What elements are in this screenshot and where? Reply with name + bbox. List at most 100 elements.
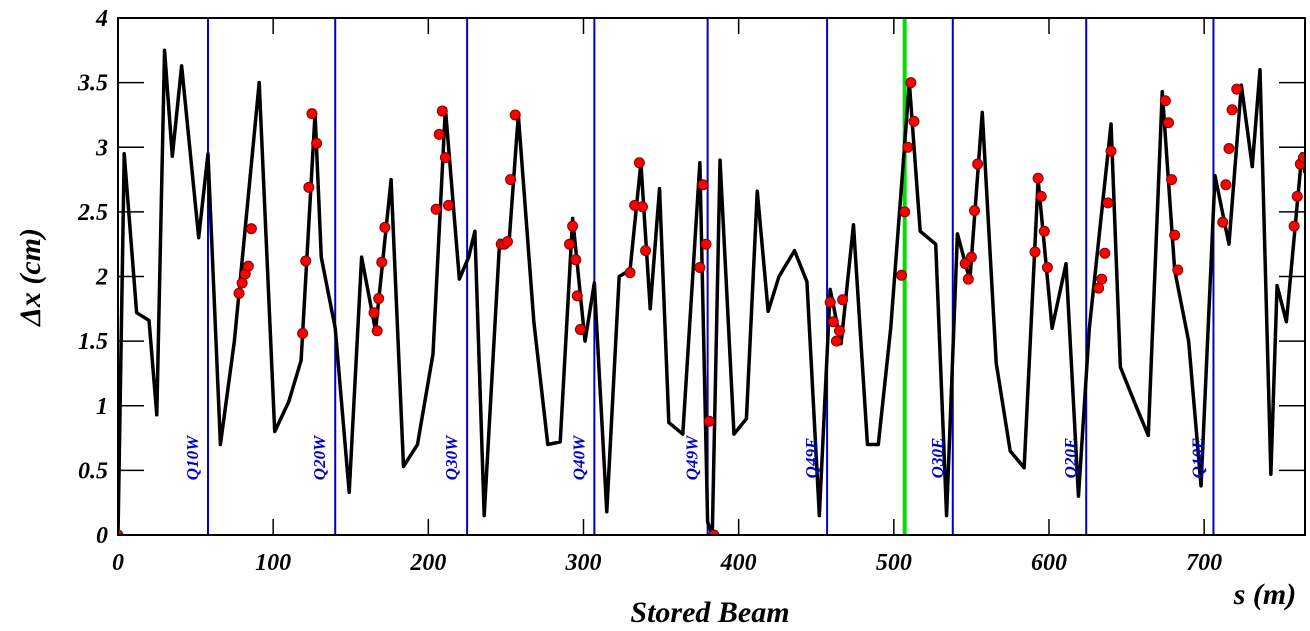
data-point xyxy=(509,109,521,121)
marker-label: Q49E xyxy=(802,438,821,479)
x-tick-label: 200 xyxy=(409,550,446,576)
data-point xyxy=(1093,282,1105,294)
data-point xyxy=(442,199,454,211)
data-point xyxy=(574,323,586,335)
data-point xyxy=(633,157,645,169)
data-point xyxy=(1102,197,1114,209)
x-tick-label: 0 xyxy=(112,550,124,576)
axes: Q10W Q20W Q30W Q40W Q49W Q49E Q30E Q20E Q10E 0 0.5… xyxy=(77,6,1306,576)
data-point xyxy=(439,152,451,164)
data-point xyxy=(1288,220,1300,232)
data-point xyxy=(1169,229,1181,241)
data-point xyxy=(233,287,245,299)
data-point xyxy=(505,174,517,186)
y-tick-label: 3 xyxy=(95,135,108,161)
data-point xyxy=(368,307,380,319)
data-point xyxy=(1038,225,1050,237)
data-point xyxy=(379,221,391,233)
x-tick-label: 500 xyxy=(876,550,912,576)
data-point xyxy=(436,105,448,117)
marker-label: Q40W xyxy=(569,434,588,480)
data-line xyxy=(118,48,1305,535)
data-point xyxy=(564,238,576,250)
data-point xyxy=(896,269,908,281)
data-point xyxy=(297,327,309,339)
data-point xyxy=(1291,190,1303,202)
data-point xyxy=(430,203,442,215)
data-point xyxy=(899,206,911,218)
y-tick-label: 1.5 xyxy=(78,329,108,355)
data-point xyxy=(1041,261,1053,273)
data-point xyxy=(373,292,385,304)
data-point xyxy=(837,294,849,306)
data-point xyxy=(1223,143,1235,155)
data-point xyxy=(1105,145,1117,157)
data-point xyxy=(1166,174,1178,186)
data-point xyxy=(1162,117,1174,129)
data-point xyxy=(703,415,715,427)
x-tick-label: 600 xyxy=(1031,550,1067,576)
data-point xyxy=(824,296,836,308)
data-point xyxy=(1096,273,1108,285)
data-point xyxy=(834,325,846,337)
x-tick-label: 400 xyxy=(720,550,757,576)
marker-label: Q30E xyxy=(928,438,947,479)
data-point xyxy=(694,261,706,273)
plot-frame xyxy=(117,17,1306,536)
data-point xyxy=(624,267,636,279)
data-point xyxy=(570,254,582,266)
data-point xyxy=(1159,95,1171,107)
y-tick-label: 4 xyxy=(95,6,108,32)
data-point xyxy=(1172,264,1184,276)
marker-label: Q30W xyxy=(442,434,461,480)
y-axis-label: Δx (cm) xyxy=(14,228,47,327)
data-point xyxy=(830,335,842,347)
y-tick-label: 2.5 xyxy=(77,200,108,226)
data-point xyxy=(1220,179,1232,191)
data-point xyxy=(972,158,984,170)
y-tick-label: 0.5 xyxy=(78,458,108,484)
y-tick-label: 0 xyxy=(96,523,108,549)
chart-title: Stored Beam xyxy=(630,596,789,629)
data-point xyxy=(1226,104,1238,116)
data-point xyxy=(433,128,445,140)
x-axis-label: s (m) xyxy=(1233,578,1297,611)
data-point xyxy=(697,179,709,191)
x-tick-label: 100 xyxy=(255,550,291,576)
marker-label: Q10W xyxy=(183,434,202,480)
data-point xyxy=(571,290,583,302)
data-point xyxy=(567,220,579,232)
data-point xyxy=(306,108,318,120)
data-point xyxy=(636,201,648,213)
data-point xyxy=(311,137,323,149)
y-tick-label: 3.5 xyxy=(77,71,108,97)
marker-label: Q20W xyxy=(310,434,329,480)
data-point xyxy=(1099,247,1111,259)
data-point xyxy=(236,277,248,289)
y-tick-label: 1 xyxy=(96,394,108,420)
data-point xyxy=(962,273,974,285)
data-point xyxy=(1297,152,1305,164)
data-point xyxy=(827,316,839,328)
data-point xyxy=(242,260,254,272)
data-point xyxy=(1029,246,1041,258)
data-point xyxy=(1035,190,1047,202)
plot-area xyxy=(118,18,1305,535)
data-point xyxy=(969,205,981,217)
data-point xyxy=(376,256,388,268)
data-point xyxy=(965,251,977,263)
data-point xyxy=(700,238,712,250)
data-point xyxy=(300,255,312,267)
data-point xyxy=(371,325,383,337)
data-point xyxy=(303,181,315,193)
data-point xyxy=(1217,216,1229,228)
data-point xyxy=(902,141,914,153)
x-tick-label: 700 xyxy=(1186,550,1222,576)
data-point xyxy=(1231,83,1243,95)
x-tick-label: 300 xyxy=(564,550,601,576)
data-point xyxy=(905,77,917,89)
data-point xyxy=(501,236,513,248)
marker-label: Q49W xyxy=(683,434,702,480)
data-point xyxy=(708,529,720,535)
data-point xyxy=(1032,172,1044,184)
